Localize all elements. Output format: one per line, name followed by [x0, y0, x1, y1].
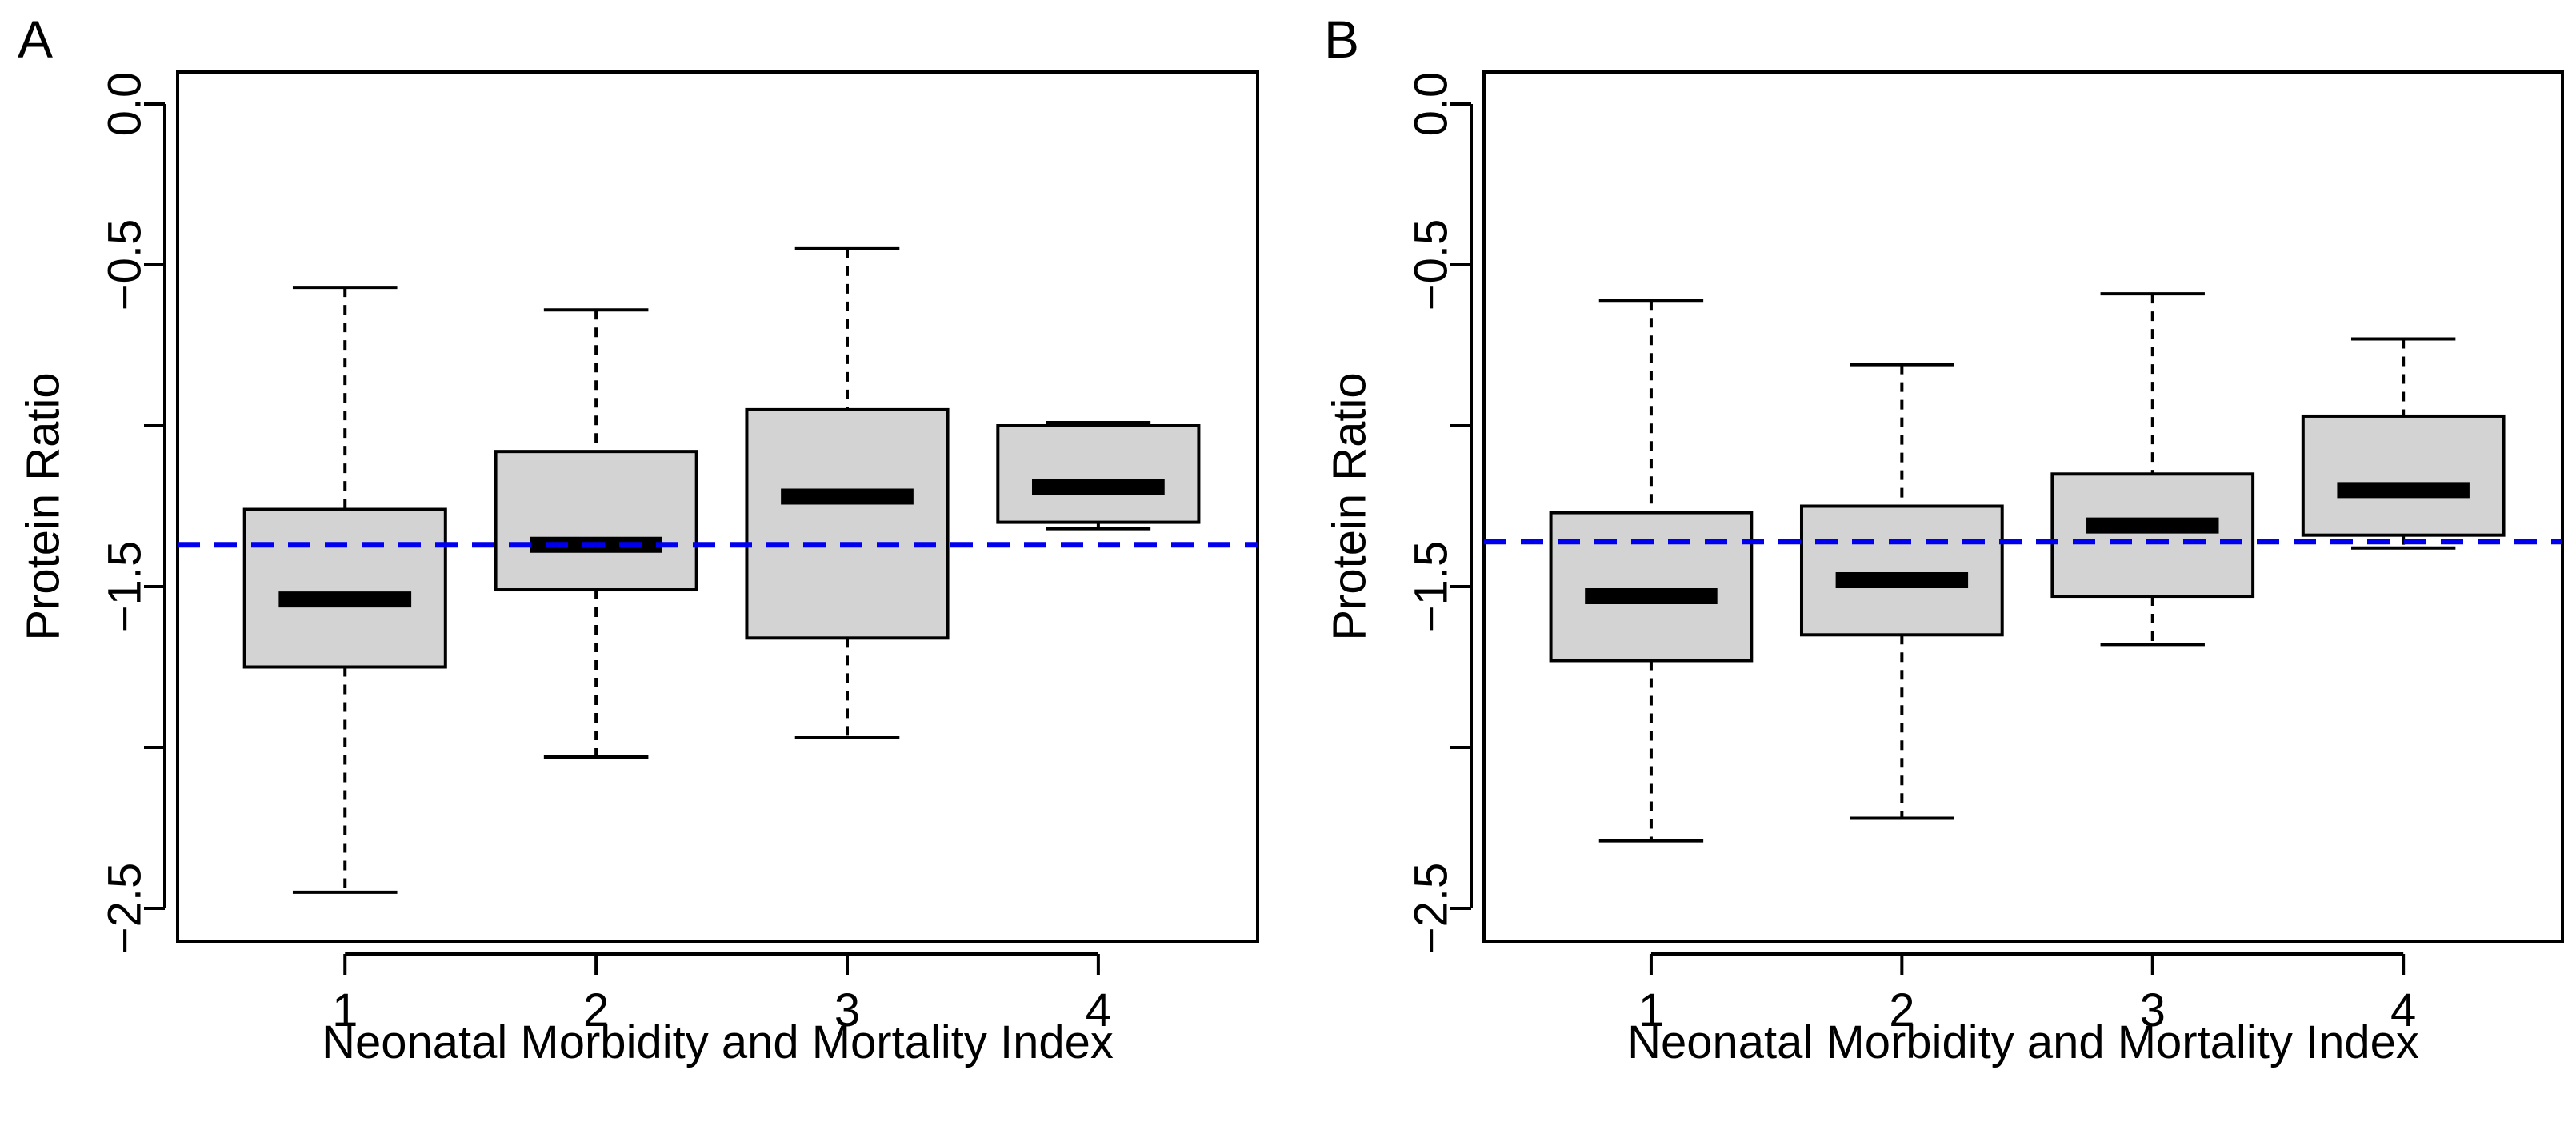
x-tick-label: 3: [2140, 984, 2166, 1036]
y-tick-label: −2.5: [99, 863, 151, 955]
y-tick-label: −2.5: [1406, 863, 1458, 955]
x-tick-label: 4: [2390, 984, 2416, 1036]
box-iqr: [996, 424, 1201, 524]
y-tick-label: −1.5: [99, 541, 151, 633]
box-iqr: [494, 450, 698, 592]
x-axis-title: Neonatal Morbidity and Mortality Index: [1627, 1016, 2419, 1068]
x-axis-title: Neonatal Morbidity and Mortality Index: [322, 1016, 1114, 1068]
panel-a: A 0.0 −0.5 −1.5 −2.5 Protein Ratio 1 2 3 4Neonata…: [18, 10, 1259, 1068]
plot-frame: [176, 70, 1259, 943]
x-tick-label: 1: [1638, 984, 1664, 1036]
box-iqr: [2050, 472, 2255, 599]
y-axis-title: Protein Ratio: [18, 372, 70, 640]
x-tick-label: 4: [1086, 984, 1111, 1036]
plot-frame: [1482, 70, 2564, 943]
x-tick-label: 3: [834, 984, 860, 1036]
y-tick-label: −0.5: [1406, 219, 1458, 311]
x-tick-label: 2: [1889, 984, 1914, 1036]
y-tick-label: −1.5: [1406, 541, 1458, 633]
box-iqr: [1799, 504, 2004, 637]
x-tick-label: 2: [583, 984, 609, 1036]
y-tick-label: 0.0: [1406, 72, 1458, 137]
panel-label: B: [1324, 10, 1359, 69]
y-tick-label: 0.0: [99, 72, 151, 137]
x-tick-label: 1: [332, 984, 358, 1036]
box-iqr: [745, 407, 950, 640]
box-iqr: [1549, 511, 1754, 663]
panel-label: A: [18, 10, 53, 69]
box-iqr: [2301, 414, 2506, 537]
y-tick-label: −0.5: [99, 219, 151, 311]
y-axis-title: Protein Ratio: [1324, 372, 1376, 640]
box-iqr: [242, 507, 447, 669]
panel-b: B 0.0 −0.5 −1.5 −2.5 Protein Ratio 1 2 3 4Neonata…: [1324, 10, 2564, 1068]
